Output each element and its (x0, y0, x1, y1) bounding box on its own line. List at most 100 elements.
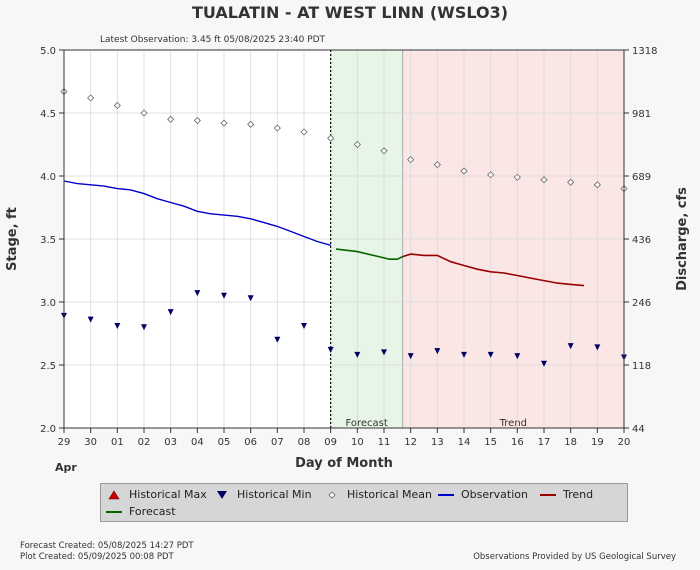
x-tick-label: 17 (538, 437, 551, 448)
x-tick-label: 10 (351, 437, 364, 448)
x-tick-label: 20 (618, 437, 631, 448)
y-tick-label: 5.0 (40, 46, 56, 57)
historical-min-point (247, 295, 254, 302)
x-tick-label: 16 (511, 437, 524, 448)
historical-min-point (194, 290, 201, 297)
historical-mean-point (407, 156, 415, 164)
legend-trend: Trend (539, 488, 593, 501)
y-right-tick-label: 981 (632, 109, 651, 120)
historical-mean-point (140, 109, 148, 117)
x-tick-label: 05 (218, 437, 231, 448)
forecast-line (335, 248, 404, 260)
historical-mean-point (380, 147, 388, 155)
historical-min-point (461, 351, 467, 358)
y-right-tick-label: 118 (632, 361, 651, 372)
diamond-icon (323, 489, 341, 501)
trend-band-label: Trend (499, 418, 527, 429)
historical-mean-point (193, 116, 201, 125)
x-tick-label: 02 (138, 437, 151, 448)
footer-timestamps: Forecast Created: 05/08/2025 14:27 PDT P… (20, 541, 194, 563)
historical-mean-point (113, 101, 121, 110)
historical-mean-point (353, 140, 361, 149)
x-tick-label: 19 (591, 437, 604, 448)
triangle-down-icon (213, 489, 231, 501)
x-tick-label: 15 (484, 437, 497, 448)
legend-historical-max: Historical Max (105, 488, 207, 501)
x-tick-label: 29 (58, 437, 71, 448)
x-tick-label: 14 (458, 437, 471, 448)
x-tick-label: 12 (404, 437, 417, 448)
historical-mean-point (593, 181, 601, 189)
trend-line (402, 253, 585, 287)
legend: Historical Max Historical Min Historical… (100, 483, 628, 522)
historical-mean-point (327, 134, 335, 142)
historical-min-point (407, 353, 414, 360)
historical-min-point (381, 349, 387, 356)
x-tick-label: 09 (324, 437, 337, 448)
historical-min-point (221, 292, 227, 299)
x-tick-label: 06 (244, 437, 257, 448)
historical-mean-point (567, 178, 575, 186)
legend-label: Forecast (129, 505, 176, 518)
observation-line (63, 180, 331, 246)
forecast-band-label: Forecast (346, 418, 388, 429)
legend-historical-min: Historical Min (213, 488, 312, 501)
historical-min-point (274, 336, 281, 343)
forecast-created: Forecast Created: 05/08/2025 14:27 PDT (20, 541, 194, 551)
historical-min-point (541, 360, 547, 367)
historical-mean-point (460, 167, 468, 175)
plot-created: Plot Created: 05/09/2025 00:08 PDT (20, 552, 174, 562)
y-right-tick-label: 436 (632, 235, 651, 246)
historical-mean-point (540, 176, 548, 184)
y-tick-label: 4.5 (40, 109, 56, 120)
x-tick-label: 03 (164, 437, 177, 448)
legend-label: Historical Max (129, 488, 207, 501)
chart-title: TUALATIN - AT WEST LINN (WSLO3) (191, 3, 509, 22)
x-tick-label: 07 (271, 437, 284, 448)
y-axis-right-label: Discharge, cfs (675, 187, 690, 291)
historical-mean-point (433, 161, 441, 169)
triangle-up-icon (105, 489, 123, 501)
y-right-tick-label: 44 (632, 424, 645, 435)
historical-min-point (434, 348, 441, 355)
y-right-tick-label: 1318 (632, 46, 657, 57)
month-label: Apr (55, 461, 77, 474)
hydrograph-chart: Forecast Trend 29 30 01 02 03 04 05 06 07 08 09 10 11… (5, 46, 690, 474)
historical-min-point (487, 351, 494, 358)
x-axis-label: Day of Month (295, 456, 393, 471)
historical-min-point (567, 343, 574, 350)
historical-min-point (354, 351, 361, 358)
legend-forecast: Forecast (105, 505, 176, 518)
y-right-tick-label: 246 (632, 298, 651, 309)
y-tick-label: 4.0 (40, 172, 56, 183)
green-line-icon (105, 506, 123, 518)
historical-mean-point (220, 119, 228, 127)
legend-historical-mean: Historical Mean (323, 488, 432, 501)
data-credit: Observations Provided by US Geological S… (473, 552, 676, 562)
historical-min-point (301, 322, 307, 329)
y-tick-label: 3.5 (40, 235, 56, 246)
blue-line-icon (437, 489, 455, 501)
y-tick-label: 3.0 (40, 298, 56, 309)
historical-mean-point (87, 94, 95, 102)
historical-mean-point (247, 120, 255, 128)
x-tick-label: 13 (431, 437, 444, 448)
y-tick-label: 2.0 (40, 424, 56, 435)
x-tick-label: 01 (111, 437, 124, 448)
historical-mean-point (167, 115, 175, 123)
historical-min-point (114, 322, 121, 329)
historical-min-point (594, 344, 601, 351)
x-tick-label: 11 (378, 437, 391, 448)
legend-observation: Observation (437, 488, 528, 501)
red-line-icon (539, 489, 557, 501)
legend-label: Trend (563, 488, 594, 501)
y-tick-label: 2.5 (40, 361, 56, 372)
y-axis-label: Stage, ft (5, 207, 20, 271)
historical-min-point (87, 316, 94, 323)
historical-min-point (141, 324, 147, 331)
x-tick-label: 04 (191, 437, 204, 448)
x-tick-label: 30 (84, 437, 97, 448)
historical-min-point (514, 353, 521, 360)
y-right-tick-label: 689 (632, 172, 651, 183)
historical-mean-point (273, 124, 281, 132)
